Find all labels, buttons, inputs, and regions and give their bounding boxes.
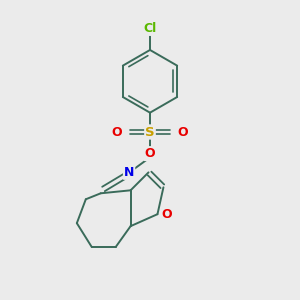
Text: Cl: Cl	[143, 22, 157, 35]
Text: O: O	[112, 126, 122, 139]
Text: N: N	[124, 166, 134, 179]
Text: S: S	[145, 126, 155, 139]
Text: O: O	[178, 126, 188, 139]
Text: O: O	[162, 208, 172, 221]
Text: O: O	[145, 147, 155, 160]
